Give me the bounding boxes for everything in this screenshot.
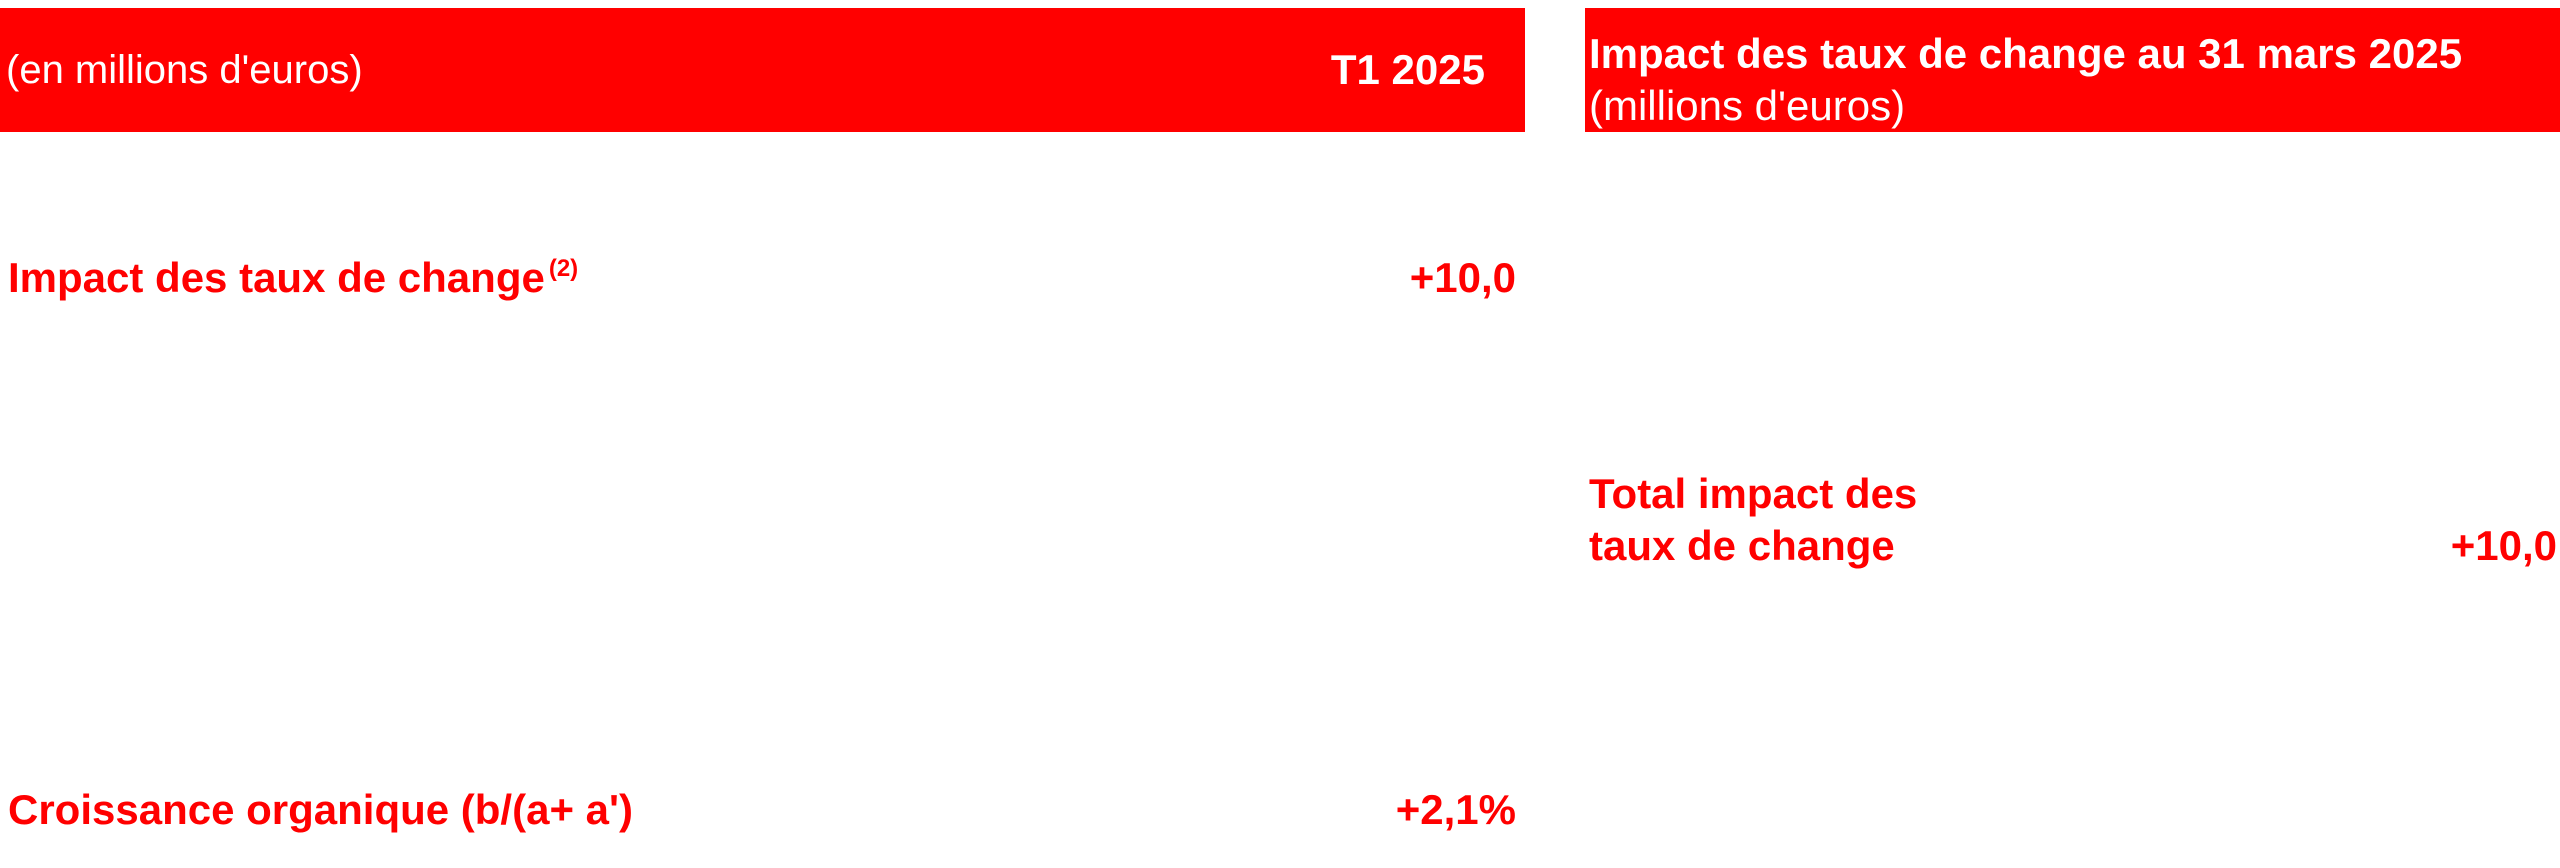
total-label-line2: taux de change <box>1589 522 1895 569</box>
fx-impact-label: Impact des taux de change <box>8 254 545 301</box>
table-title-bold: Impact des taux de change au 31 mars 202… <box>1589 30 2463 77</box>
table-header: Impact des taux de change au 31 mars 202… <box>1585 8 2560 132</box>
row-label: Impact des taux de change (2) <box>8 254 578 302</box>
table-row-total: Total impact des taux de change +10,0 <box>1589 468 2557 578</box>
footnote-marker: (2) <box>548 255 579 282</box>
total-label-line1: Total impact des <box>1589 470 1918 517</box>
table-header: (en millions d'euros) T1 2025 <box>0 8 1525 132</box>
unit-label: (en millions d'euros) <box>6 47 363 92</box>
table-row-organic-growth: Croissance organique (b/(a+ a') +2,1% <box>8 780 1516 840</box>
table-title: Impact des taux de change au 31 mars 202… <box>1589 28 2550 132</box>
fx-impact-table: Impact des taux de change au 31 mars 202… <box>1585 0 2560 868</box>
total-label: Total impact des taux de change <box>1589 468 2109 572</box>
organic-growth-label: Croissance organique (b/(a+ a') <box>8 786 633 833</box>
table-title-unit: (millions d'euros) <box>1589 82 1906 129</box>
fx-summary-table: (en millions d'euros) T1 2025 Impact des… <box>0 8 1525 840</box>
organic-growth-value: +2,1% <box>1395 786 1516 833</box>
total-value: +10,0 <box>2450 522 2557 569</box>
period-label: T1 2025 <box>1330 46 1485 93</box>
table-row-fx-impact: Impact des taux de change (2) +10,0 <box>8 248 1516 308</box>
fx-impact-value: +10,0 <box>1409 254 1516 301</box>
